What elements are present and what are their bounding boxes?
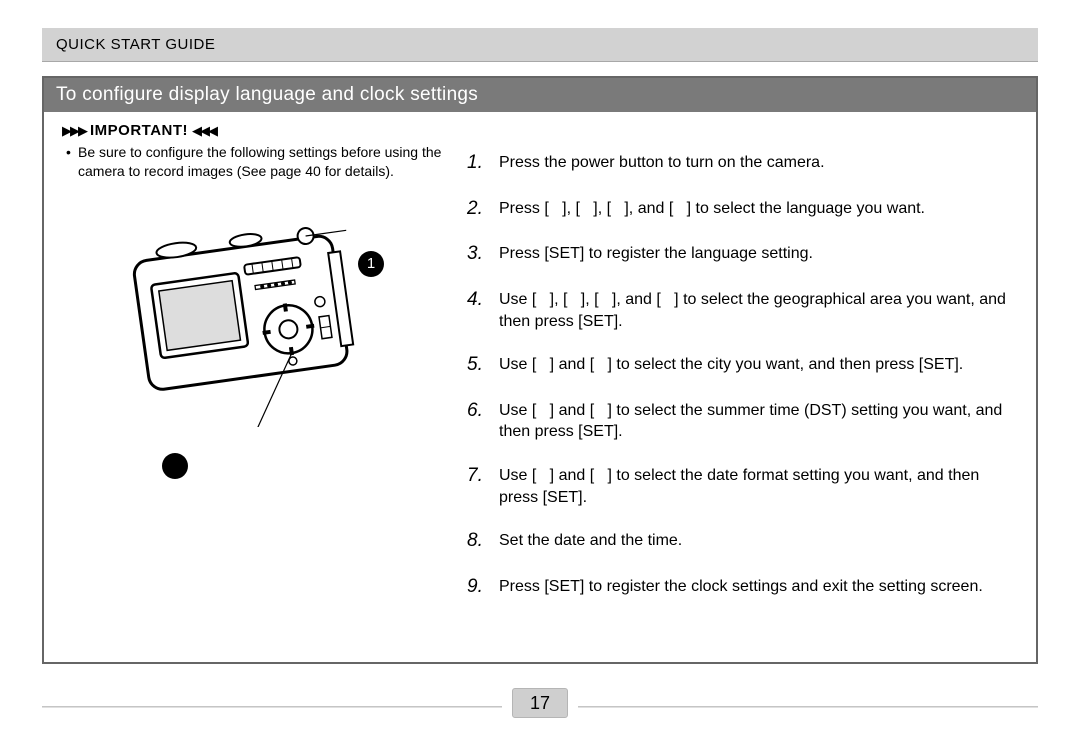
step-item: Press [SET] to register the language set… — [467, 241, 1018, 267]
important-text: Be sure to configure the following setti… — [78, 143, 447, 181]
step-item: Press the power button to turn on the ca… — [467, 150, 1018, 176]
footer-rule-left — [42, 706, 502, 708]
important-label: IMPORTANT! — [90, 122, 188, 139]
step-text: Use [ ] and [ ] to select the summer tim… — [499, 398, 1018, 443]
page-number-text: 17 — [530, 693, 550, 714]
step-item: Use [ ] and [ ] to select the summer tim… — [467, 398, 1018, 443]
step-item: Use [ ], [ ], [ ], and [ ] to select the… — [467, 287, 1018, 332]
callout-2 — [162, 453, 188, 479]
step-item: Press [SET] to register the clock settin… — [467, 574, 1018, 600]
camera-illustration: 1 — [62, 217, 447, 517]
footer: 17 — [0, 686, 1080, 730]
step-item: Set the date and the time. — [467, 528, 1018, 554]
bullet-icon: • — [66, 143, 78, 181]
step-text: Set the date and the time. — [499, 528, 682, 554]
step-item: Press [ ], [ ], [ ], and [ ] to select t… — [467, 196, 1018, 222]
left-column: ▶▶▶ IMPORTANT! ◀◀◀ • Be sure to configur… — [62, 122, 457, 619]
right-column: Press the power button to turn on the ca… — [457, 122, 1018, 619]
important-heading: ▶▶▶ IMPORTANT! ◀◀◀ — [62, 122, 447, 139]
triangle-left-icon: ◀◀◀ — [192, 123, 216, 139]
footer-rule-right — [578, 706, 1038, 708]
step-item: Use [ ] and [ ] to select the city you w… — [467, 352, 1018, 378]
camera-icon — [122, 217, 372, 427]
step-text: Use [ ] and [ ] to select the date forma… — [499, 463, 1018, 508]
header-title: QUICK START GUIDE — [56, 36, 215, 53]
callout-1: 1 — [358, 251, 384, 277]
step-text: Press [SET] to register the clock settin… — [499, 574, 983, 600]
steps-list: Press the power button to turn on the ca… — [467, 150, 1018, 599]
important-bullet: • Be sure to configure the following set… — [66, 143, 447, 181]
step-text: Press the power button to turn on the ca… — [499, 150, 825, 176]
step-item: Use [ ] and [ ] to select the date forma… — [467, 463, 1018, 508]
header-bar: QUICK START GUIDE — [42, 28, 1038, 62]
section-title: To configure display language and clock … — [44, 78, 1036, 112]
step-text: Use [ ] and [ ] to select the city you w… — [499, 352, 963, 378]
step-text: Press [ ], [ ], [ ], and [ ] to select t… — [499, 196, 925, 222]
triangle-right-icon: ▶▶▶ — [62, 123, 86, 139]
callout-1-label: 1 — [367, 255, 375, 272]
content-box: To configure display language and clock … — [42, 76, 1038, 664]
page-number: 17 — [512, 688, 568, 718]
step-text: Press [SET] to register the language set… — [499, 241, 813, 267]
step-text: Use [ ], [ ], [ ], and [ ] to select the… — [499, 287, 1018, 332]
